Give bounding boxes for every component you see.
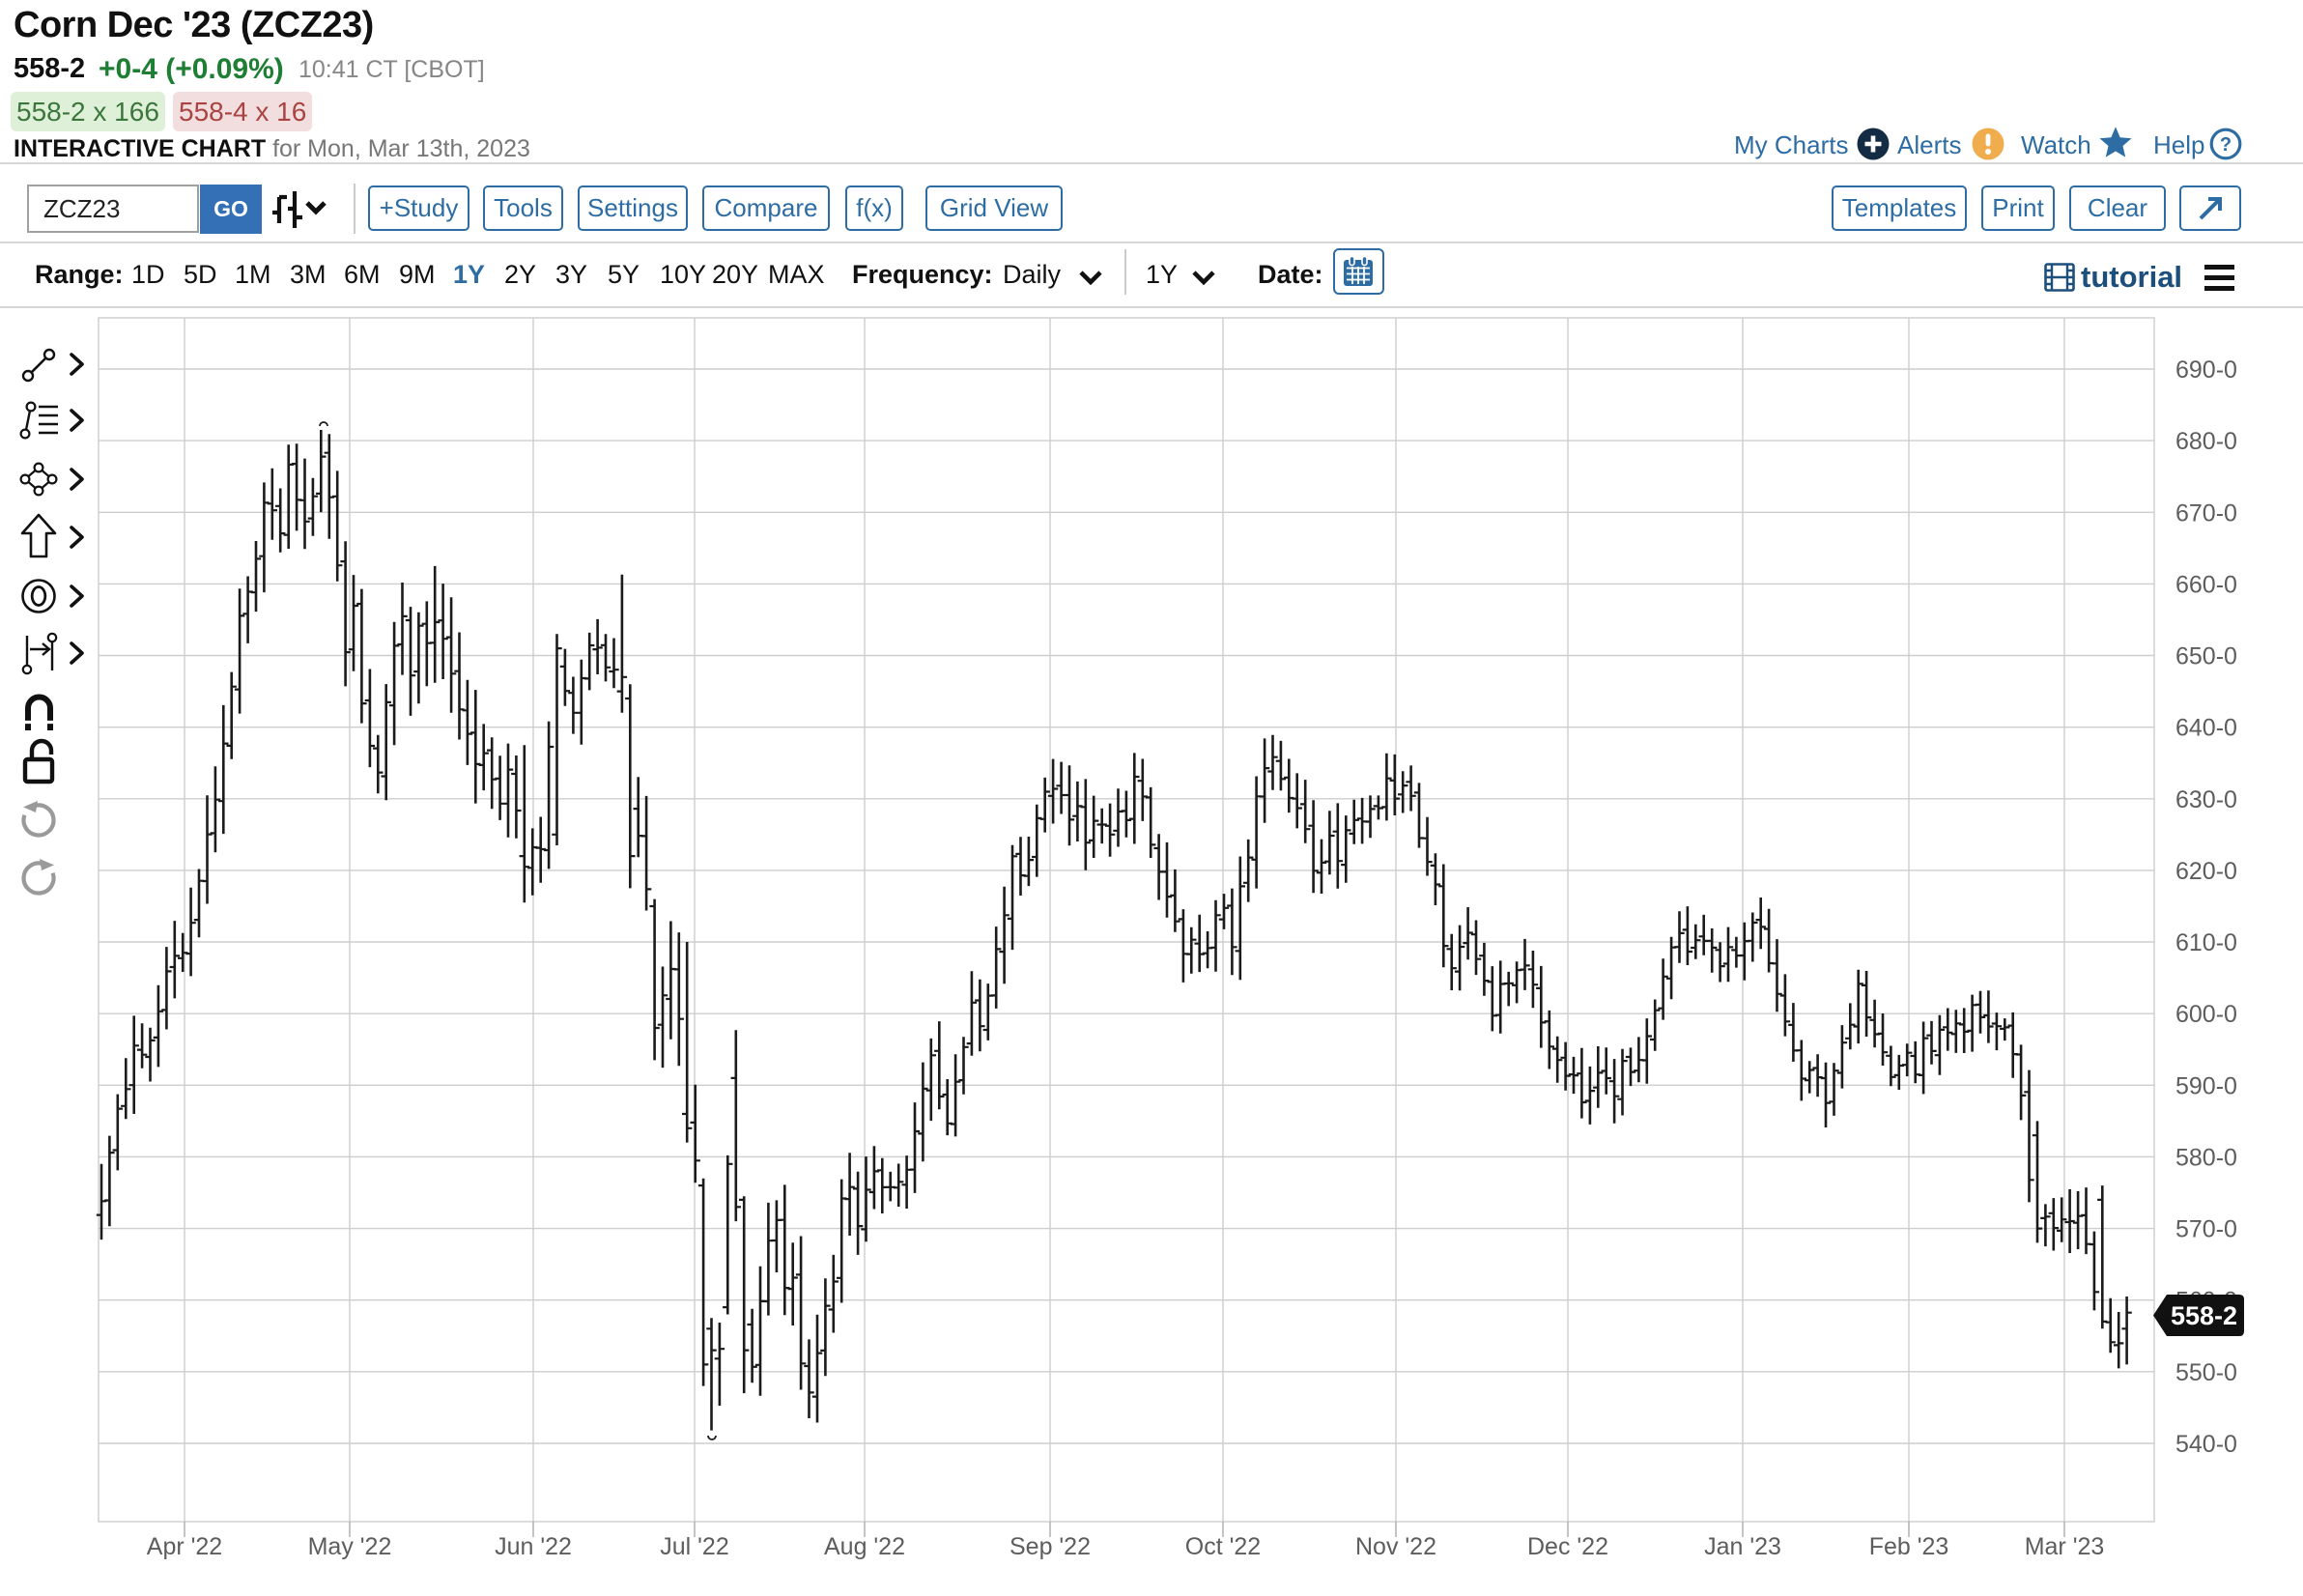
svg-text:558-2: 558-2 <box>2171 1301 2237 1330</box>
svg-text:Sep '22: Sep '22 <box>1009 1533 1091 1560</box>
svg-text:Oct '22: Oct '22 <box>1185 1533 1261 1560</box>
svg-text:690-0: 690-0 <box>2175 356 2237 384</box>
svg-text:660-0: 660-0 <box>2175 571 2237 598</box>
svg-text:Mar '23: Mar '23 <box>2025 1533 2105 1560</box>
svg-text:600-0: 600-0 <box>2175 1001 2237 1028</box>
svg-text:550-0: 550-0 <box>2175 1359 2237 1386</box>
svg-text:610-0: 610-0 <box>2175 929 2237 956</box>
svg-text:Aug '22: Aug '22 <box>824 1533 905 1560</box>
svg-text:Jun '22: Jun '22 <box>495 1533 572 1560</box>
svg-text:620-0: 620-0 <box>2175 858 2237 885</box>
svg-text:Feb '23: Feb '23 <box>1869 1533 1949 1560</box>
svg-text:540-0: 540-0 <box>2175 1431 2237 1458</box>
svg-text:670-0: 670-0 <box>2175 499 2237 527</box>
svg-text:Apr '22: Apr '22 <box>147 1533 222 1560</box>
svg-text:?: ? <box>2220 134 2232 156</box>
svg-text:Jan '23: Jan '23 <box>1704 1533 1781 1560</box>
svg-text:640-0: 640-0 <box>2175 715 2237 742</box>
svg-text:580-0: 580-0 <box>2175 1144 2237 1171</box>
svg-text:Dec '22: Dec '22 <box>1527 1533 1608 1560</box>
svg-text:570-0: 570-0 <box>2175 1216 2237 1243</box>
svg-text:Nov '22: Nov '22 <box>1355 1533 1436 1560</box>
svg-text:650-0: 650-0 <box>2175 643 2237 670</box>
svg-text:May '22: May '22 <box>308 1533 392 1560</box>
svg-text:680-0: 680-0 <box>2175 428 2237 455</box>
svg-text:Jul '22: Jul '22 <box>660 1533 728 1560</box>
svg-text:590-0: 590-0 <box>2175 1072 2237 1099</box>
svg-text:630-0: 630-0 <box>2175 786 2237 813</box>
